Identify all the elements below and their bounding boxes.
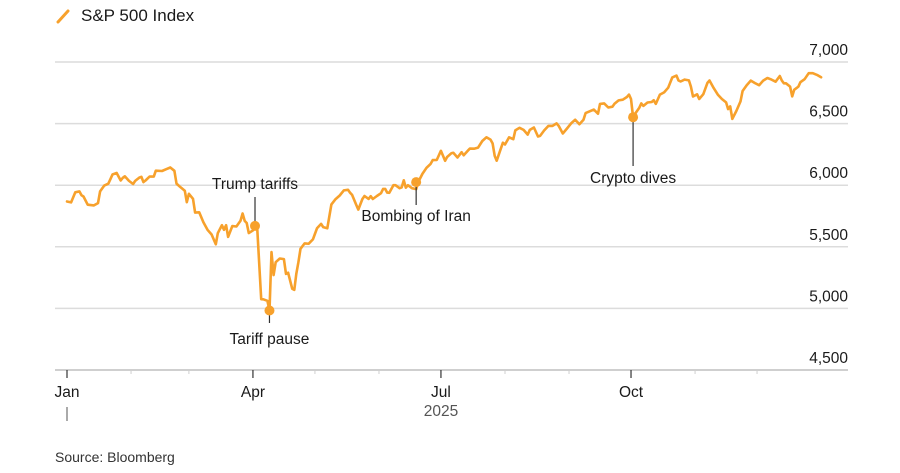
legend: S&P 500 Index bbox=[55, 4, 194, 28]
annotation-marker bbox=[411, 177, 422, 188]
y-axis-labels: 4,500 5,000 5,500 6,000 6,500 7,000 bbox=[809, 42, 848, 367]
annotation-label: Crypto dives bbox=[590, 170, 676, 187]
annotation: Bombing of Iran bbox=[361, 177, 471, 225]
annotation: Crypto dives bbox=[590, 112, 676, 187]
annotation-label: Bombing of Iran bbox=[361, 208, 470, 225]
annotation: Tariff pause bbox=[230, 305, 310, 348]
x-tick-label: Jul bbox=[431, 384, 451, 401]
annotation-marker bbox=[250, 220, 261, 231]
x-tick-label: Oct bbox=[619, 384, 644, 401]
annotation-marker bbox=[628, 112, 639, 123]
year-label: 2025 bbox=[424, 403, 458, 420]
annotations-layer: Trump tariffs Tariff pause Bombing of Iran… bbox=[212, 112, 676, 348]
x-tick-label: Apr bbox=[241, 384, 265, 401]
source-note: Source: Bloomberg bbox=[55, 449, 175, 465]
y-tick-label: 7,000 bbox=[809, 42, 848, 59]
y-tick-label: 6,500 bbox=[809, 104, 848, 121]
sp500-line bbox=[65, 71, 823, 312]
gridlines bbox=[55, 61, 848, 371]
y-tick-label: 6,000 bbox=[809, 165, 848, 182]
y-tick-label: 4,500 bbox=[809, 350, 848, 367]
x-axis: Jan Apr Jul Oct 2025 bbox=[55, 370, 758, 421]
y-tick-label: 5,000 bbox=[809, 288, 848, 305]
legend-label: S&P 500 Index bbox=[81, 6, 195, 25]
line-swatch-icon bbox=[56, 9, 70, 24]
annotation-marker bbox=[264, 305, 275, 316]
y-tick-label: 5,500 bbox=[809, 227, 848, 244]
series-layer bbox=[65, 71, 823, 312]
annotation: Trump tariffs bbox=[212, 176, 298, 231]
annotation-label: Tariff pause bbox=[230, 331, 310, 348]
x-tick-label: Jan bbox=[55, 384, 80, 401]
annotation-label: Trump tariffs bbox=[212, 176, 298, 193]
